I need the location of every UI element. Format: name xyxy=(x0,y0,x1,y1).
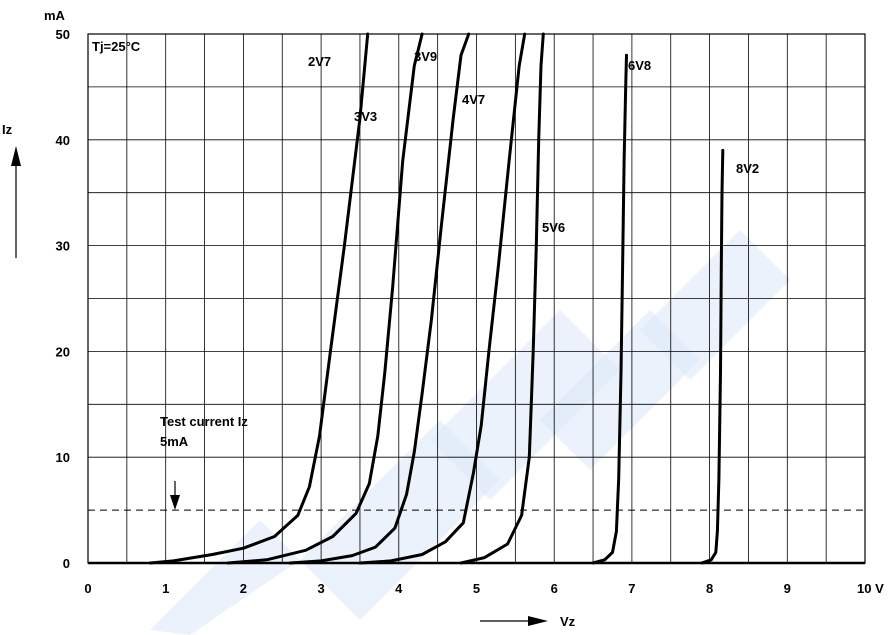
curve-label-5v6: 5V6 xyxy=(542,220,565,235)
tick-labels-layer: 0 1 2 3 4 5 6 7 8 9 10 V 0 10 20 30 40 50 xyxy=(56,27,885,596)
y-tick-label: 30 xyxy=(56,239,70,254)
curve-8v2 xyxy=(700,148,725,565)
condition-label: Tj=25°C xyxy=(92,39,141,54)
y-tick-label: 0 xyxy=(63,556,70,571)
y-unit-label: mA xyxy=(44,8,66,23)
curve-label-6v8: 6V8 xyxy=(628,58,651,73)
x-tick-label: 0 xyxy=(84,581,91,596)
test-current-label: Test current Iz xyxy=(160,414,248,429)
curve-2v7 xyxy=(148,32,370,565)
curve-label-4v7: 4V7 xyxy=(462,92,485,107)
plot-frame xyxy=(87,33,866,565)
y-tick-label: 20 xyxy=(56,344,70,359)
curve-label-3v9: 3V9 xyxy=(414,49,437,64)
y-axis-label: Iz xyxy=(2,122,13,137)
curve-label-3v3: 3V3 xyxy=(354,109,377,124)
curve-label-8v2: 8V2 xyxy=(736,161,759,176)
x-tick-label: 6 xyxy=(551,581,558,596)
x-axis-label: Vz xyxy=(560,614,576,629)
x-tick-label: 5 xyxy=(473,581,480,596)
curve-3v9 xyxy=(288,32,471,565)
curve-label-2v7: 2V7 xyxy=(308,54,331,69)
curve-6v8 xyxy=(591,53,628,565)
x-axis-arrow xyxy=(480,616,548,626)
y-tick-label: 50 xyxy=(56,27,70,42)
curve-4v7 xyxy=(358,32,527,565)
watermark-shape-4 xyxy=(150,520,300,635)
y-tick-label: 40 xyxy=(56,133,70,148)
test-current-value-label: 5mA xyxy=(160,434,189,449)
curve-5v6 xyxy=(459,32,545,565)
x-tick-label: 2 xyxy=(240,581,247,596)
test-current-arrow xyxy=(170,481,180,510)
x-tick-label: 4 xyxy=(395,581,403,596)
x-tick-label: 10 V xyxy=(857,581,884,596)
x-tick-label: 8 xyxy=(706,581,713,596)
y-axis-arrow xyxy=(11,146,21,258)
watermark-shape-3 xyxy=(640,230,790,380)
watermark-layer xyxy=(150,230,790,635)
y-tick-label: 10 xyxy=(56,450,70,465)
x-tick-label: 3 xyxy=(317,581,324,596)
curve-3v3 xyxy=(226,32,424,565)
x-tick-label: 1 xyxy=(162,581,169,596)
x-tick-label: 9 xyxy=(784,581,791,596)
watermark-shape-0 xyxy=(300,420,500,620)
x-tick-label: 7 xyxy=(628,581,635,596)
grid-layer xyxy=(88,34,865,563)
curves-layer: 2V7 3V3 3V9 4V7 5V6 6V8 8V2 xyxy=(148,32,759,565)
